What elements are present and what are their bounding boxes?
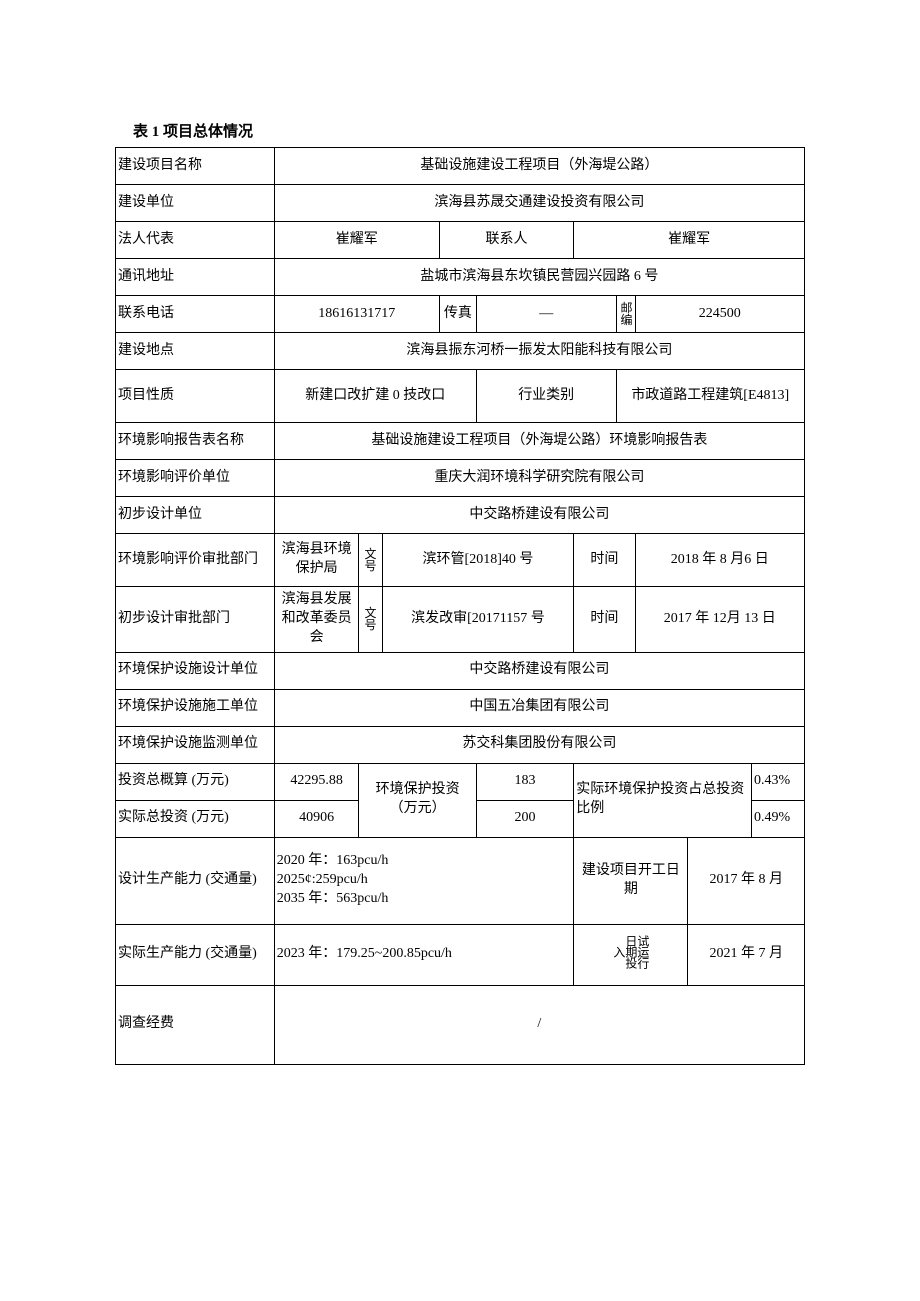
label-env-monitor: 环境保护设施监测单位 [116,726,275,763]
project-overview-table: 建设项目名称 基础设施建设工程项目（外海堤公路） 建设单位 滨海县苏晟交通建设投… [115,147,805,1065]
table-title: 表 1 项目总体情况 [115,120,805,147]
label-address: 通讯地址 [116,259,275,296]
document-page: 表 1 项目总体情况 建设项目名称 基础设施建设工程项目（外海堤公路） 建设单位… [0,0,920,1165]
label-env-invest: 环境保护投资（万元） [359,763,476,837]
value-project-name: 基础设施建设工程项目（外海堤公路） [274,148,804,185]
value-trial-date: 2021 年 7 月 [688,924,805,985]
label-project-name: 建设项目名称 [116,148,275,185]
value-fax: — [476,296,616,333]
value-time-2: 2017 年 12月 13 日 [635,587,804,653]
value-actual-total: 40906 [274,800,359,837]
value-env-ratio-1: 0.43% [751,763,804,800]
value-prelim-design: 中交路桥建设有限公司 [274,497,804,534]
value-legal-rep: 崔耀军 [274,222,439,259]
label-actual-capacity: 实际生产能力 (交通量) [116,924,275,985]
value-docnum-2: 滨发改审[20171157 号 [382,587,574,653]
label-design-capacity: 设计生产能力 (交通量) [116,837,275,924]
label-budget-total: 投资总概算 (万元) [116,763,275,800]
label-time-1: 时间 [574,534,635,587]
value-actual-capacity: 2023 年：179.25~200.85pcu/h [274,924,573,985]
value-survey-fee: / [274,985,804,1064]
value-env-invest-2: 200 [476,800,573,837]
label-legal-rep: 法人代表 [116,222,275,259]
value-env-invest-1: 183 [476,763,573,800]
vertical-text-trial: 试运行日期投入 [613,932,649,970]
label-nature: 项目性质 [116,370,275,423]
value-time-1: 2018 年 8 月6 日 [635,534,804,587]
value-postcode: 224500 [635,296,804,333]
value-env-design: 中交路桥建设有限公司 [274,652,804,689]
label-industry: 行业类别 [476,370,616,423]
label-fax: 传真 [439,296,476,333]
label-prelim-design: 初步设计单位 [116,497,275,534]
label-postcode: 邮编 [616,296,635,333]
value-design-approval-dept: 滨海县发展和改革委员会 [274,587,359,653]
label-build-unit: 建设单位 [116,185,275,222]
value-location: 滨海县振东河桥一振发太阳能科技有限公司 [274,333,804,370]
label-location: 建设地点 [116,333,275,370]
value-address: 盐城市滨海县东坎镇民营园兴园路 6 号 [274,259,804,296]
label-survey-fee: 调查经费 [116,985,275,1064]
value-design-capacity: 2020 年：163pcu/h 2025¢:259pcu/h 2035 年：56… [274,837,573,924]
value-env-ratio-2: 0.49% [751,800,804,837]
label-start-date: 建设项目开工日期 [574,837,688,924]
label-eia-unit: 环境影响评价单位 [116,460,275,497]
value-env-monitor: 苏交科集团股份有限公司 [274,726,804,763]
value-eia-unit: 重庆大润环境科学研究院有限公司 [274,460,804,497]
value-start-date: 2017 年 8 月 [688,837,805,924]
label-contact: 联系人 [439,222,573,259]
value-industry: 市政道路工程建筑[E4813] [616,370,804,423]
label-time-2: 时间 [574,587,635,653]
value-env-construct: 中国五冶集团有限公司 [274,689,804,726]
label-trial-date: 试运行日期投入 [574,924,688,985]
value-nature: 新建口改扩建 0 技改口 [274,370,476,423]
value-docnum-1: 滨环管[2018]40 号 [382,534,574,587]
value-build-unit: 滨海县苏晟交通建设投资有限公司 [274,185,804,222]
label-eia-report: 环境影响报告表名称 [116,423,275,460]
label-design-approval: 初步设计审批部门 [116,587,275,653]
value-phone: 18616131717 [274,296,439,333]
value-contact: 崔耀军 [574,222,805,259]
value-eia-approval-dept: 滨海县环境保护局 [274,534,359,587]
label-eia-approval: 环境影响评价审批部门 [116,534,275,587]
value-eia-report: 基础设施建设工程项目（外海堤公路）环境影响报告表 [274,423,804,460]
label-env-construct: 环境保护设施施工单位 [116,689,275,726]
label-actual-total: 实际总投资 (万元) [116,800,275,837]
label-env-design: 环境保护设施设计单位 [116,652,275,689]
label-docnum-1: 文号 [359,534,382,587]
label-env-ratio: 实际环境保护投资占总投资比例 [574,763,752,837]
value-budget-total: 42295.88 [274,763,359,800]
label-docnum-2: 文号 [359,587,382,653]
label-phone: 联系电话 [116,296,275,333]
